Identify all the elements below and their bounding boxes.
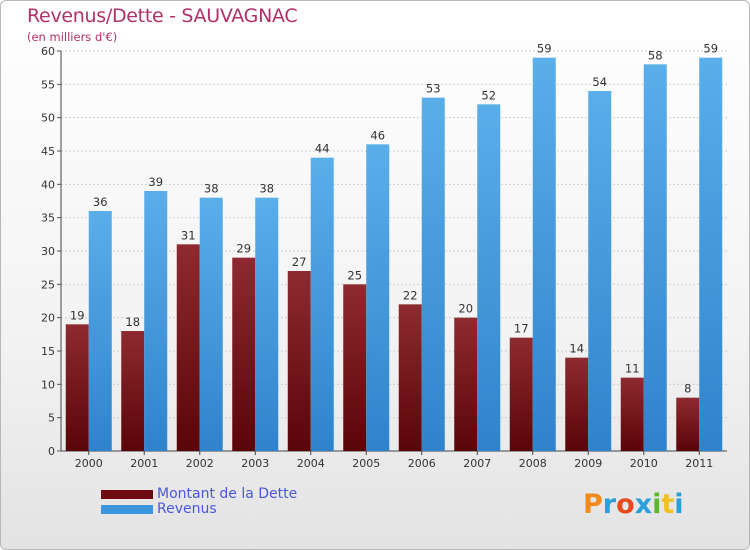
legend-label-dette: Montant de la Dette <box>157 486 298 502</box>
y-tick-label: 0 <box>48 445 55 458</box>
bar-dette <box>343 284 367 451</box>
y-tick-label: 35 <box>41 212 55 225</box>
bar-revenus <box>532 57 556 452</box>
data-label-dette: 14 <box>569 342 584 356</box>
bar-dette <box>65 324 89 451</box>
bar-dette <box>287 271 311 451</box>
chart-subtitle: (en milliers d'€) <box>27 30 118 44</box>
bar-revenus <box>144 191 168 451</box>
logo-letter: t <box>661 489 675 520</box>
bar-dette <box>454 317 478 451</box>
bar-revenus <box>199 197 223 451</box>
data-label-revenus: 36 <box>93 195 108 209</box>
data-label-revenus: 53 <box>426 82 441 96</box>
y-tick-label: 15 <box>41 345 55 358</box>
y-tick-label: 45 <box>41 145 55 158</box>
y-tick-label: 20 <box>41 312 55 325</box>
y-tick-label: 50 <box>41 112 55 125</box>
logo-letter: P <box>583 489 603 520</box>
data-label-revenus: 59 <box>537 42 552 56</box>
data-label-dette: 27 <box>292 255 307 269</box>
data-label-dette: 17 <box>514 322 529 336</box>
y-tick-label: 60 <box>41 45 55 58</box>
data-label-revenus: 38 <box>204 182 219 196</box>
data-label-revenus: 54 <box>592 75 607 89</box>
y-tick-label: 10 <box>41 378 55 391</box>
bar-revenus <box>366 144 390 452</box>
legend-swatch-dette <box>101 490 153 499</box>
legend-item-dette: Montant de la Dette <box>101 487 297 502</box>
bar-revenus <box>88 211 112 451</box>
x-tick-label: 2011 <box>685 457 713 470</box>
bar-revenus <box>699 57 723 452</box>
legend-item-revenus: Revenus <box>101 502 297 517</box>
data-label-dette: 18 <box>125 315 140 329</box>
logo-letter: i <box>652 489 662 520</box>
data-label-dette: 20 <box>458 302 473 316</box>
x-tick-label: 2006 <box>408 457 436 470</box>
data-label-dette: 19 <box>70 308 85 322</box>
data-label-revenus: 59 <box>703 42 718 56</box>
bar-dette <box>232 257 256 451</box>
bar-revenus <box>477 104 501 451</box>
x-tick-label: 2008 <box>519 457 547 470</box>
x-tick-label: 2007 <box>463 457 491 470</box>
data-label-revenus: 46 <box>370 128 385 142</box>
x-tick-label: 2002 <box>186 457 214 470</box>
y-tick-label: 25 <box>41 278 55 291</box>
chart-title: Revenus/Dette - SAUVAGNAC <box>27 5 298 27</box>
x-tick-label: 2005 <box>352 457 380 470</box>
data-label-dette: 11 <box>625 362 640 376</box>
bar-revenus <box>310 157 334 451</box>
legend-label-revenus: Revenus <box>157 501 217 517</box>
bar-dette <box>509 337 533 451</box>
logo-letter: o <box>616 489 635 520</box>
x-tick-label: 2000 <box>75 457 103 470</box>
data-label-dette: 8 <box>684 382 691 396</box>
y-tick-label: 55 <box>41 78 55 91</box>
bar-revenus <box>643 64 667 452</box>
x-tick-label: 2010 <box>630 457 658 470</box>
bar-dette <box>565 357 589 451</box>
bar-dette <box>620 377 644 451</box>
x-tick-label: 2001 <box>130 457 158 470</box>
bar-revenus <box>421 97 445 452</box>
x-tick-label: 2004 <box>297 457 325 470</box>
logo-letter: i <box>674 489 684 520</box>
legend: Montant de la Dette Revenus <box>101 487 297 517</box>
bar-dette <box>121 331 145 451</box>
data-label-revenus: 38 <box>259 182 274 196</box>
proxiti-logo: Proxiti <box>583 489 684 520</box>
data-label-dette: 29 <box>236 242 251 256</box>
y-tick-label: 30 <box>41 245 55 258</box>
logo-letter: x <box>634 489 653 520</box>
bar-dette <box>176 244 200 451</box>
logo-letter: r <box>602 489 617 520</box>
legend-swatch-revenus <box>101 505 153 514</box>
y-tick-label: 5 <box>48 412 55 425</box>
bar-revenus <box>255 197 279 451</box>
bar-dette <box>676 397 700 451</box>
y-tick-label: 40 <box>41 178 55 191</box>
data-label-revenus: 44 <box>315 142 330 156</box>
bar-revenus <box>588 91 612 451</box>
bar-dette <box>398 304 422 451</box>
x-tick-label: 2009 <box>574 457 602 470</box>
x-tick-label: 2003 <box>241 457 269 470</box>
data-label-dette: 25 <box>347 268 362 282</box>
data-label-revenus: 52 <box>481 88 496 102</box>
data-label-dette: 31 <box>181 228 196 242</box>
data-label-revenus: 39 <box>148 175 163 189</box>
data-label-revenus: 58 <box>648 48 663 62</box>
data-label-dette: 22 <box>403 288 418 302</box>
